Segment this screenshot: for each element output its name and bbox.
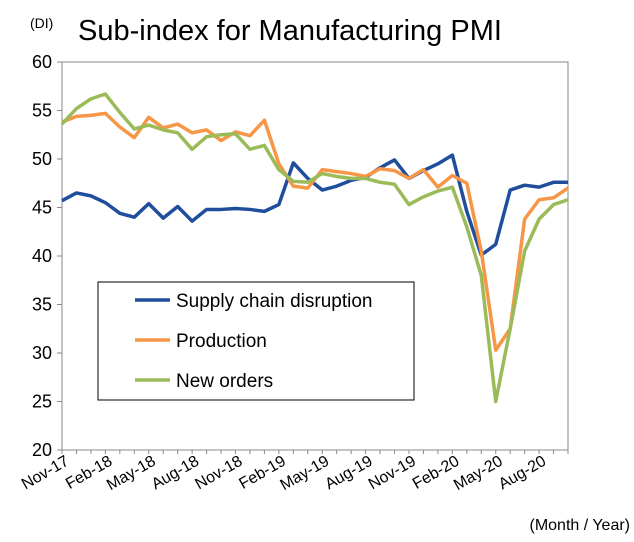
x-tick-label: May-18 bbox=[104, 453, 159, 494]
y-tick-label: 35 bbox=[32, 295, 52, 315]
legend-label: Supply chain disruption bbox=[176, 291, 372, 312]
y-tick-label: 20 bbox=[32, 440, 52, 460]
y-unit: (DI) bbox=[30, 15, 53, 31]
x-tick-label: Nov-19 bbox=[366, 453, 419, 494]
series-line bbox=[60, 92, 569, 404]
legend-label: Production bbox=[176, 331, 267, 352]
y-tick-label: 30 bbox=[32, 343, 52, 363]
x-tick-label: Aug-20 bbox=[496, 453, 549, 494]
x-axis-label: (Month / Year) bbox=[530, 517, 631, 534]
x-tick-label: Nov-18 bbox=[192, 453, 245, 494]
x-tick-label: May-19 bbox=[278, 453, 333, 494]
legend-label: New orders bbox=[176, 371, 273, 392]
y-tick-label: 55 bbox=[32, 101, 52, 121]
series-line bbox=[61, 153, 568, 257]
x-tick-label: Aug-18 bbox=[149, 453, 202, 494]
chart-title: Sub-index for Manufacturing PMI bbox=[78, 15, 502, 47]
y-tick-label: 45 bbox=[32, 198, 52, 218]
y-tick-label: 25 bbox=[32, 392, 52, 412]
y-tick-label: 50 bbox=[32, 149, 52, 169]
y-tick-label: 40 bbox=[32, 246, 52, 266]
x-tick-label: Aug-19 bbox=[322, 453, 375, 494]
y-tick-label: 60 bbox=[32, 52, 52, 72]
x-tick-label: May-20 bbox=[451, 453, 506, 494]
